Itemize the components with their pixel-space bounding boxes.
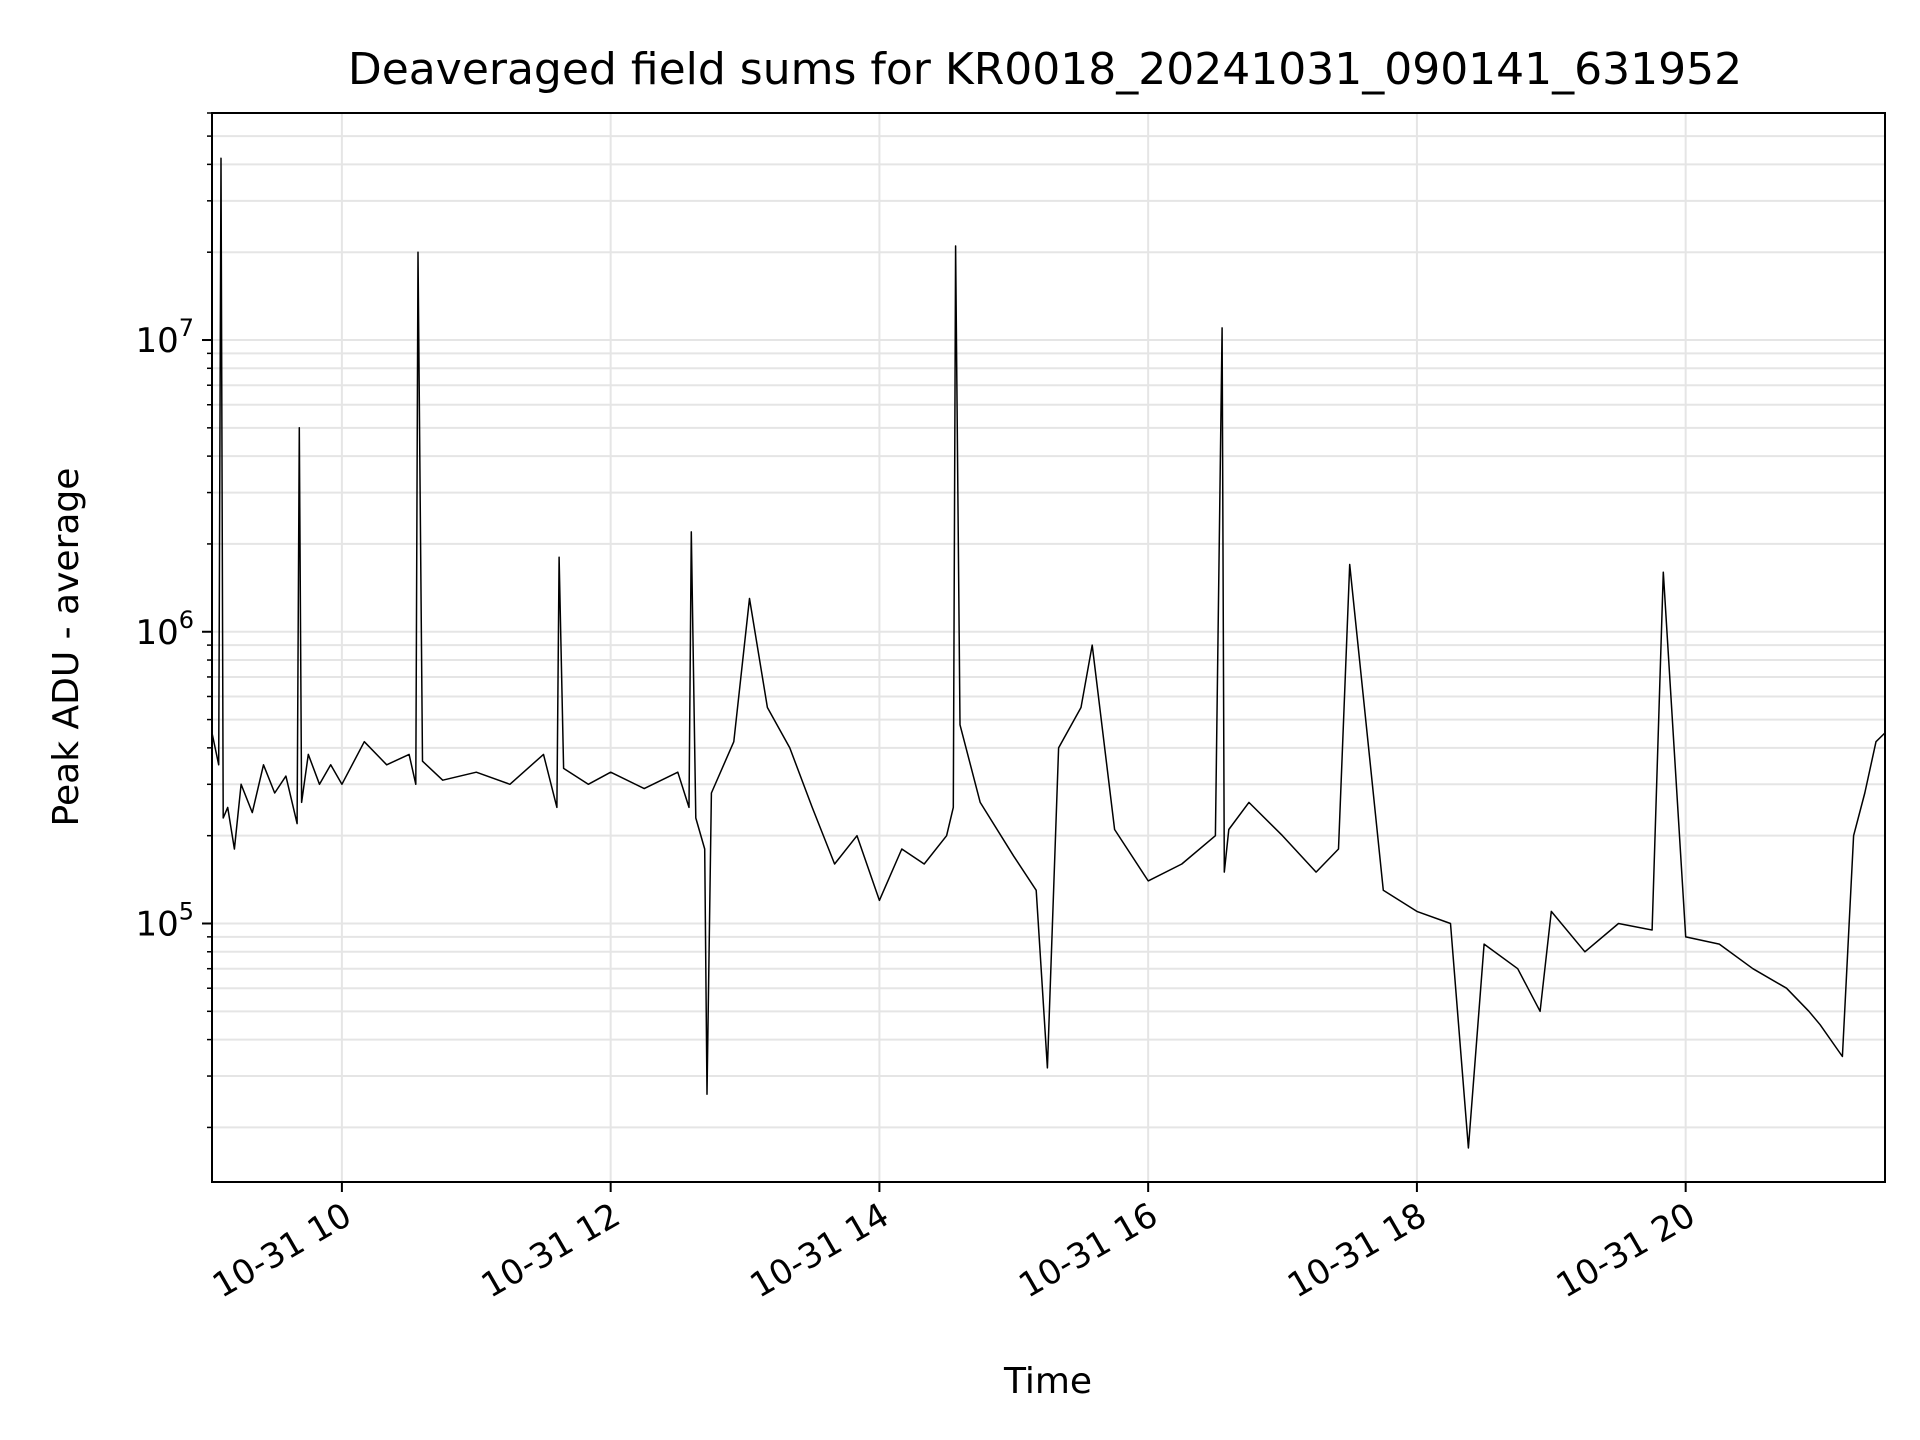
series-line — [211, 157, 1886, 1149]
y-tick-label: 107 — [135, 314, 194, 361]
series-polyline — [211, 157, 1886, 1149]
grid-lines — [212, 112, 1885, 1182]
chart-title: Deaveraged field sums for KR0018_2024103… — [348, 44, 1742, 95]
x-axis-label: Time — [1003, 1361, 1092, 1402]
y-tick-label: 106 — [135, 606, 194, 653]
y-tick-label: 105 — [135, 898, 194, 945]
plot-frame — [211, 112, 1886, 1183]
y-axis-label: Peak ADU - average — [46, 468, 87, 827]
y-axis: 105 106 107 — [135, 112, 212, 1129]
